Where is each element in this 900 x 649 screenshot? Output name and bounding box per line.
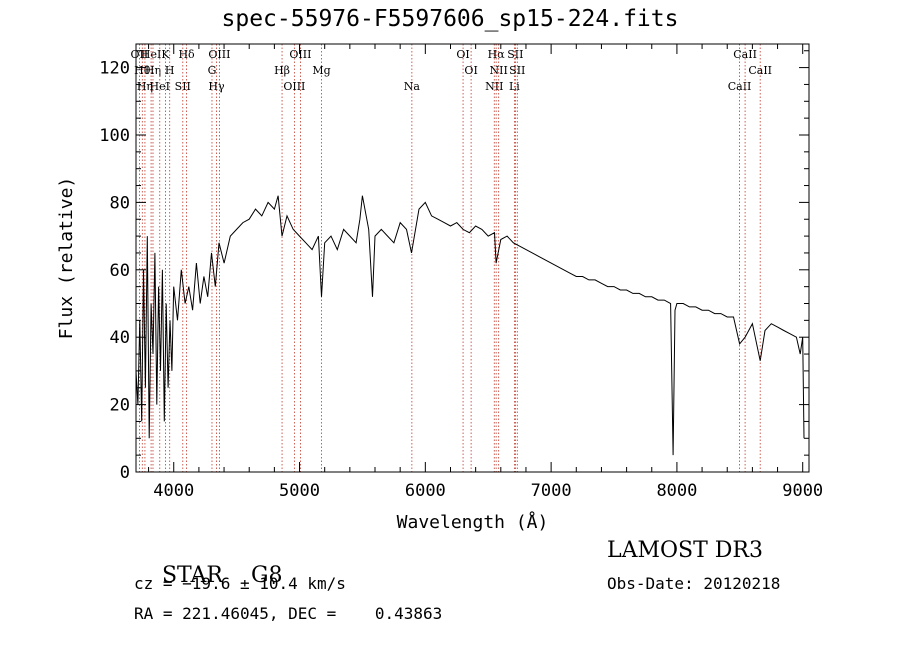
- spectral-line-label: Hδ: [178, 48, 195, 61]
- plot-frame: [135, 43, 810, 473]
- redshift-readout: cz = −19.6 ± 10.4 km/s: [134, 574, 346, 593]
- spectral-line-label: Hβ: [274, 64, 290, 77]
- spectral-line-label: OIII: [289, 48, 311, 61]
- x-tick-label: 7000: [531, 481, 572, 501]
- x-axis-label: Wavelength (Å): [397, 511, 549, 533]
- y-tick-label: 60: [110, 261, 130, 281]
- spectral-line-label: Hη: [145, 64, 161, 77]
- spectral-line-label: G: [208, 64, 217, 77]
- spectral-line-label: OII: [131, 48, 149, 61]
- spectral-line-label: Hη: [137, 80, 153, 93]
- spectral-line-label: OIII: [208, 48, 230, 61]
- y-tick-label: 80: [110, 193, 130, 213]
- object-subclass: G8: [250, 563, 283, 588]
- y-axis-label: Flux (relative): [56, 177, 77, 340]
- spectral-line-label: Mg: [312, 64, 330, 77]
- y-tick-label: 100: [99, 126, 130, 146]
- flux-series: [135, 195, 805, 456]
- spectral-line-label: OI: [464, 64, 477, 77]
- survey-label: LAMOST DR3: [607, 538, 763, 563]
- x-tick-label: 8000: [656, 481, 697, 501]
- spectral-line-label: NII: [490, 64, 508, 77]
- spectral-line-label: Na: [404, 80, 421, 93]
- chart-title: spec-55976-F5597606_sp15-224.fits: [221, 6, 679, 32]
- spectral-line-label: H: [165, 64, 175, 77]
- spectral-line-label: SII: [175, 80, 191, 93]
- spectral-line-label: OI: [456, 48, 469, 61]
- spectral-line-label: CaII: [733, 48, 757, 61]
- spectral-line-label: NII: [485, 80, 503, 93]
- y-tick-label: 40: [110, 328, 130, 348]
- spectral-line-label: K: [161, 48, 170, 61]
- spectral-line-label: HeI: [141, 48, 161, 61]
- spectral-line-label: SII: [507, 48, 523, 61]
- object-class: STAR: [161, 563, 223, 588]
- spectral-line-label: Hα: [488, 48, 506, 61]
- spectral-line-label: CaII: [728, 80, 752, 93]
- x-tick-label: 5000: [279, 481, 320, 501]
- y-tick-label: 20: [110, 396, 130, 416]
- y-tick-label: 0: [120, 463, 130, 483]
- y-tick-label: 120: [99, 59, 130, 79]
- x-tick-label: 6000: [405, 481, 446, 501]
- obs-date: Obs-Date: 20120218: [607, 574, 781, 593]
- spectral-line-label: HeI: [150, 80, 170, 93]
- coordinates: RA = 221.46045, DEC = 0.43863: [134, 604, 443, 623]
- spectral-line-label: Li: [509, 80, 520, 93]
- spectral-line-label: SII: [509, 64, 525, 77]
- x-tick-label: 9000: [782, 481, 823, 501]
- x-tick-label: 4000: [153, 481, 194, 501]
- spectral-line-label: Hγ: [208, 80, 225, 93]
- spectral-line-label: OIII: [283, 80, 305, 93]
- spectral-line-label: CaII: [748, 64, 772, 77]
